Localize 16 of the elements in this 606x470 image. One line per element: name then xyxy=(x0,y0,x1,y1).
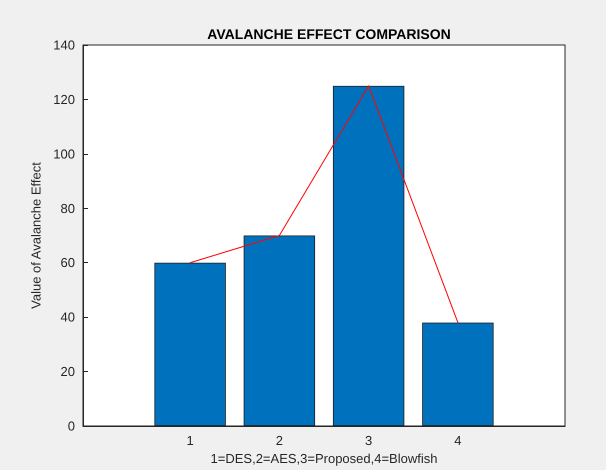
y-tick-label: 80 xyxy=(60,200,75,216)
x-axis-title: 1=DES,2=AES,3=Proposed,4=Blowfish xyxy=(210,451,438,466)
y-tick-label: 60 xyxy=(60,255,75,270)
y-tick-label: 40 xyxy=(60,310,75,325)
x-tick-label: 1 xyxy=(186,433,194,448)
x-tick-label: 4 xyxy=(454,433,462,448)
y-tick-label: 20 xyxy=(60,364,75,380)
y-tick-label: 120 xyxy=(53,92,75,107)
y-axis-title: Value of Avalanche Effect xyxy=(28,162,44,309)
y-tick-label: 100 xyxy=(53,146,75,162)
y-tick-label: 0 xyxy=(68,418,75,434)
x-tick-label: 3 xyxy=(365,433,372,448)
y-tick-label: 140 xyxy=(53,38,75,52)
chart-title: AVALANCHE EFFECT COMPARISON xyxy=(207,26,451,42)
line-series xyxy=(190,85,458,324)
x-tick-label: 2 xyxy=(276,433,283,448)
